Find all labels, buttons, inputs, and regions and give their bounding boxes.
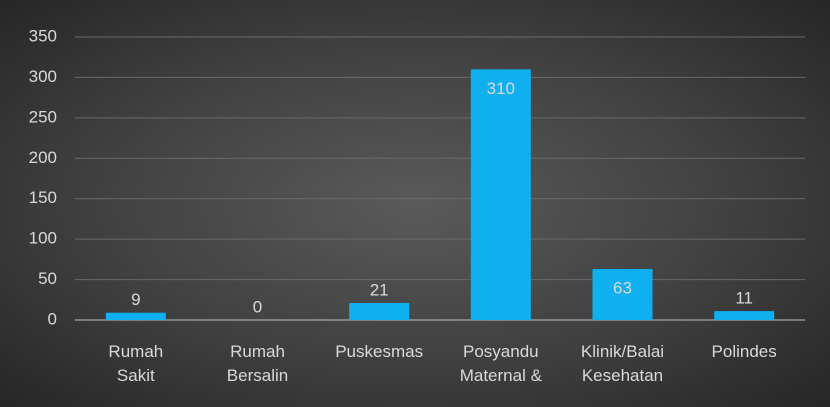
x-tick-label: Polindes — [711, 342, 777, 361]
x-tick-label: Klinik/Balai Kesehatan — [580, 342, 665, 385]
y-tick-label: 100 — [29, 229, 57, 248]
bar — [470, 69, 531, 320]
y-tick-label: 250 — [29, 107, 57, 126]
value-label: 63 — [613, 279, 632, 298]
y-tick-label: 0 — [48, 309, 57, 328]
value-label: 0 — [253, 297, 262, 316]
bar — [105, 312, 166, 320]
x-tick-label: Rumah Sakit — [108, 342, 164, 385]
y-tick-label: 150 — [29, 188, 57, 207]
bar — [592, 269, 653, 320]
y-tick-label: 300 — [29, 67, 57, 86]
y-tick-label: 350 — [29, 26, 57, 45]
bar — [714, 311, 775, 320]
y-tick-label: 50 — [38, 269, 57, 288]
value-label: 21 — [370, 281, 389, 300]
value-label: 11 — [735, 289, 753, 308]
value-label: 310 — [487, 79, 515, 98]
bar — [349, 303, 410, 320]
x-tick-label: Puskesmas — [335, 342, 424, 361]
x-tick-label: Rumah Bersalin — [226, 342, 289, 385]
x-tick-label: Posyandu Maternal & — [459, 342, 542, 385]
value-label: 9 — [131, 290, 140, 309]
y-tick-label: 200 — [29, 148, 57, 167]
